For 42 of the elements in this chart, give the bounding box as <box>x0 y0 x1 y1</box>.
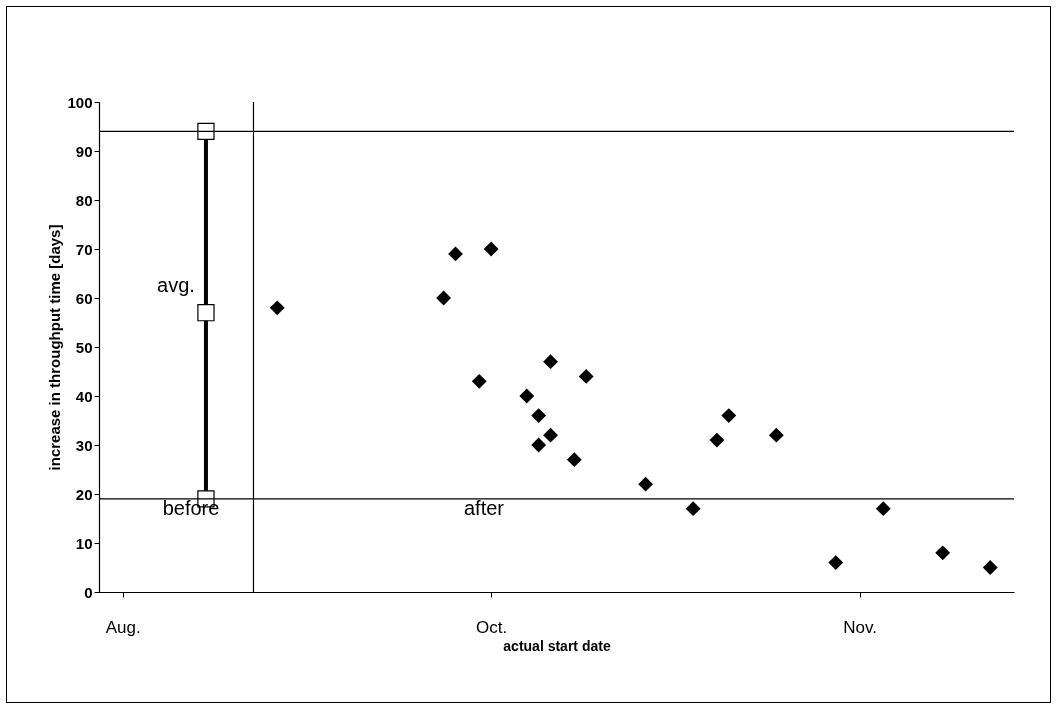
annotation: after <box>463 497 505 519</box>
point <box>531 408 547 424</box>
x-tick-label: Aug. <box>105 617 141 637</box>
y-tick-label: 90 <box>75 142 93 160</box>
point <box>531 437 547 453</box>
point <box>519 388 535 404</box>
annotation: before <box>162 497 220 519</box>
point <box>543 427 558 443</box>
point <box>578 368 594 384</box>
y-tick-label: 30 <box>75 436 93 454</box>
y-tick-label: 60 <box>75 289 93 307</box>
point <box>436 290 452 306</box>
y-tick-label: 80 <box>75 191 93 209</box>
y-tick-label: 10 <box>75 534 93 552</box>
y-tick-label: 0 <box>84 583 93 601</box>
point <box>566 452 582 468</box>
y-tick-label: 100 <box>67 93 93 111</box>
annotation: avg. <box>157 274 195 296</box>
point <box>828 555 844 571</box>
point <box>483 241 499 257</box>
x-axis-title: actual start date <box>503 637 611 654</box>
y-tick-label: 20 <box>75 485 93 503</box>
point <box>685 501 701 517</box>
point <box>197 304 215 322</box>
point <box>768 427 784 443</box>
point <box>935 545 951 561</box>
x-tick-label: Oct. <box>476 617 508 637</box>
x-tick-label: Nov. <box>843 617 877 637</box>
y-axis-title: increase in throughput time [days] <box>46 224 64 471</box>
point <box>709 432 725 448</box>
point <box>638 476 654 492</box>
point <box>982 560 998 575</box>
point <box>269 300 285 316</box>
point <box>721 408 737 424</box>
y-tick-label: 50 <box>75 338 93 356</box>
point <box>543 354 558 370</box>
point <box>471 373 487 389</box>
point <box>875 501 891 517</box>
point <box>197 122 215 141</box>
y-tick-label: 70 <box>75 240 93 258</box>
y-tick-label: 40 <box>75 387 93 405</box>
point <box>448 246 463 262</box>
